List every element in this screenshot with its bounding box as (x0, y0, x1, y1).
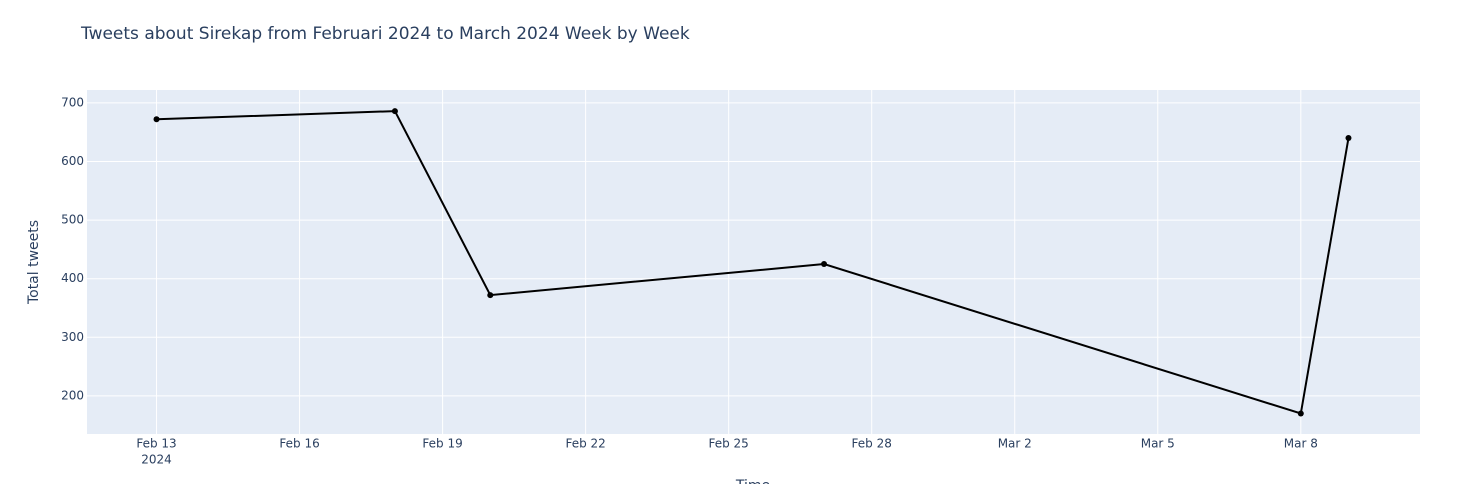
marker (153, 116, 160, 123)
y-tick-label: 200 (61, 388, 84, 402)
x-tick-label: Feb 22 (565, 437, 605, 451)
y-tick-label: 600 (61, 154, 84, 168)
marker (487, 292, 494, 299)
y-tick-label: 500 (61, 213, 84, 227)
x-tick-label: Feb 25 (708, 437, 748, 451)
marker (391, 108, 398, 115)
x-tick-label: Mar 8 (1284, 437, 1318, 451)
x-tick-label: Feb 19 (422, 437, 462, 451)
y-axis-title: Total tweets (26, 220, 42, 305)
x-tick-label: Feb 16 (279, 437, 319, 451)
y-tick-label: 400 (61, 271, 84, 285)
x-axis-title: Time (735, 478, 770, 484)
x-tick-label: Mar 5 (1141, 437, 1175, 451)
y-tick-label: 300 (61, 330, 84, 344)
marker (1345, 135, 1352, 142)
x-tick-label: Feb 13 (136, 437, 176, 451)
marker (821, 261, 828, 268)
x-tick-label: Mar 2 (998, 437, 1032, 451)
chart-title: Tweets about Sirekap from Februari 2024 … (80, 24, 690, 44)
plot-area (87, 90, 1420, 434)
marker (1297, 410, 1304, 417)
line (156, 110, 1350, 415)
y-tick-label: 700 (61, 95, 84, 109)
x-year-label: 2024 (141, 453, 172, 467)
x-tick-label: Feb 28 (852, 437, 892, 451)
